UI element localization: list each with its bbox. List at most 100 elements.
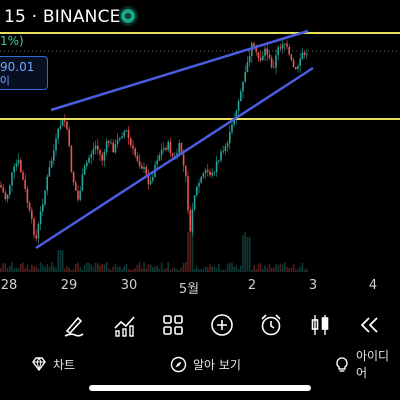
candle-body [6,194,9,200]
market-status-icon [121,9,135,23]
candle-body [229,132,231,144]
lower-trendline [35,66,314,250]
volume-bar [303,269,306,272]
volume-bar [213,266,216,272]
volume-bar [97,263,99,272]
volume-bar [94,262,97,272]
volume-bar [231,262,233,272]
volume-bar [154,266,156,272]
candle-body [224,146,227,151]
candle-body [182,154,185,166]
candle-body [13,166,15,173]
candle-body [158,155,161,161]
volume-bar [187,231,189,272]
candle-body [193,195,196,210]
candle-body [28,202,31,211]
candle-body [301,52,304,59]
nav-ideas[interactable]: 아이디어 [334,349,400,380]
candle-body [156,160,158,165]
volume-bar [251,269,253,272]
volume-bar [226,263,229,272]
volume-bar [180,267,183,272]
candle-body [90,154,92,158]
candle-body [46,176,48,191]
candle-body [233,119,235,125]
candle-body [136,155,139,161]
volume-bar [31,264,33,272]
volume-bar [295,269,297,272]
candle-body [165,148,167,150]
add-icon[interactable] [209,312,235,338]
candle-body [196,186,198,196]
x-tick: 30 [120,278,138,293]
volume-bar [90,264,92,272]
candle-body [108,141,110,143]
layout-grid-icon[interactable] [160,312,186,338]
symbol-title[interactable]: 15 · BINANCE [4,7,121,27]
alarm-icon[interactable] [258,312,284,338]
volume-bar [193,269,196,272]
candle-body [286,43,288,47]
candle-body [57,128,59,139]
candles-icon[interactable] [307,312,333,338]
volume-bar [292,264,295,272]
volume-bar [279,263,282,272]
volume-bar [200,268,202,272]
volume-bar [281,264,284,272]
volume-bar [235,265,238,272]
candle-body [207,169,209,172]
volume-bar [297,269,299,272]
volume-bar [290,267,293,272]
volume-bar [244,231,246,272]
volume-bar [66,266,68,272]
volume-bar [246,236,249,272]
volume-bar [211,266,213,272]
candle-body [257,52,260,58]
volume-bar [26,264,29,272]
candle-body [114,143,117,153]
rewind-icon[interactable] [356,312,382,338]
draw-icon[interactable] [61,312,87,338]
candle-body [200,176,202,183]
candles [0,38,308,244]
candle-body [24,179,26,189]
candle-body [231,124,233,133]
volume-bar [198,269,200,272]
indicators-icon[interactable] [112,312,138,338]
volume-bar [141,268,143,272]
price-chart[interactable] [0,0,400,278]
volume-bar [64,268,66,272]
volume-bar [101,263,103,272]
price-label[interactable]: 90.01 0| [0,56,48,90]
volume-bar [147,264,150,272]
diamond-icon [32,356,46,372]
candle-body [37,224,40,239]
candle-body [20,159,22,173]
candle-body [209,171,211,176]
volume-bar [9,266,11,272]
candle-body [163,148,165,150]
volume-bar [299,266,301,272]
volume-bar [255,269,257,272]
candle-body [4,192,7,200]
volume-bar [240,265,242,272]
candle-body [112,142,114,153]
candle-body [0,185,2,188]
volume-bar [248,236,251,272]
volume-bar [233,266,235,272]
volume-bar [218,263,220,272]
volume-bar [11,262,13,272]
nav-explore-label: 알아 보기 [193,357,241,372]
candle-body [116,139,119,144]
nav-explore[interactable]: 알아 보기 [170,353,241,375]
volume-bar [75,263,77,272]
candle-body [169,141,172,154]
candle-body [72,171,75,183]
nav-chart[interactable]: 차트 [31,353,75,375]
volume-bar [24,268,26,272]
candle-body [127,129,130,139]
candle-body [31,210,33,219]
candle-body [187,176,189,211]
volume-bar [86,262,88,272]
volume-bar [196,266,198,272]
